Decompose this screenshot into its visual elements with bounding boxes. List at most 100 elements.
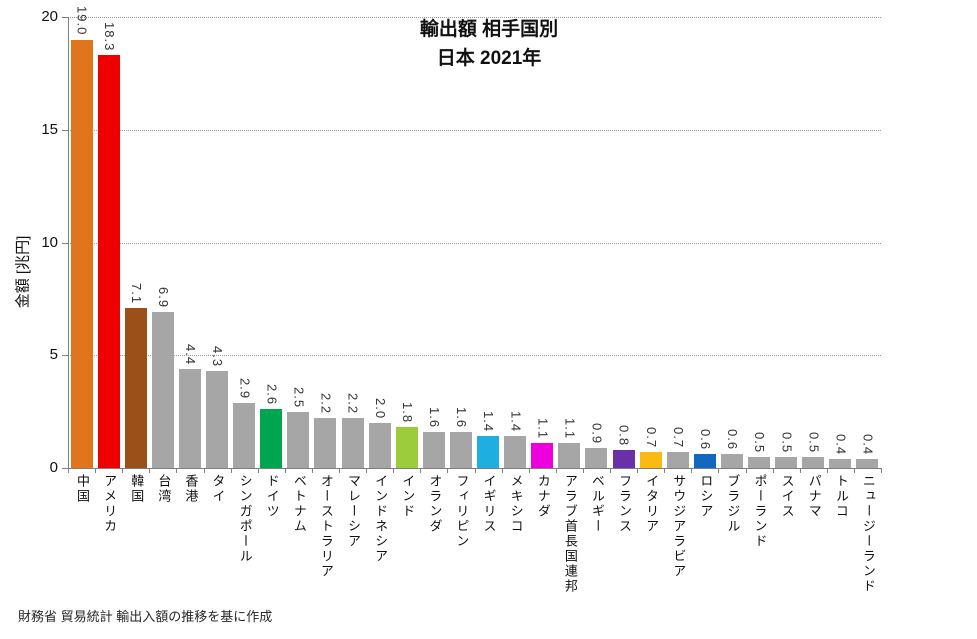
category-label: 台湾 xyxy=(156,474,172,504)
bar-value-label: 1.4 xyxy=(508,411,524,433)
bar xyxy=(206,371,229,468)
category-label: カナダ xyxy=(535,474,551,519)
source-note: 財務省 貿易統計 輸出入額の推移を基に作成 xyxy=(18,609,273,624)
x-tick-mark xyxy=(230,469,232,473)
x-tick-mark xyxy=(501,469,503,473)
x-tick-mark xyxy=(637,469,639,473)
category-label: ベトナム xyxy=(291,474,307,534)
category-label: マレーシア xyxy=(346,474,362,549)
bar xyxy=(449,431,472,468)
bar xyxy=(260,409,283,468)
bar xyxy=(531,443,554,468)
bar-value-label: 0.5 xyxy=(806,431,822,453)
bar xyxy=(829,458,852,468)
bar xyxy=(856,458,879,468)
y-axis-line xyxy=(68,17,69,468)
x-tick-mark xyxy=(718,469,720,473)
bar-value-label: 1.6 xyxy=(426,406,442,428)
bar-value-label: 7.1 xyxy=(128,282,144,304)
bar-value-label: 6.9 xyxy=(155,287,171,309)
category-label: ポーランド xyxy=(752,474,768,549)
x-tick-mark xyxy=(284,469,286,473)
y-tick-label: 5 xyxy=(49,346,58,364)
bar-value-label: 0.7 xyxy=(670,427,686,449)
bar-value-label: 0.8 xyxy=(616,424,632,446)
category-label: フランス xyxy=(617,474,633,534)
x-tick-mark xyxy=(881,469,882,473)
x-tick-mark xyxy=(799,469,801,473)
x-tick-mark xyxy=(745,469,747,473)
bar xyxy=(802,456,825,468)
bar-value-label: 0.9 xyxy=(589,422,605,444)
bar-value-label: 1.4 xyxy=(481,411,497,433)
bar-value-label: 1.8 xyxy=(399,402,415,424)
x-axis-line xyxy=(68,468,882,469)
bar xyxy=(368,422,391,468)
y-tick-label: 15 xyxy=(41,120,58,138)
bar-value-label: 1.6 xyxy=(454,406,470,428)
bar xyxy=(314,418,337,468)
bar xyxy=(395,427,418,468)
bar-value-label: 0.4 xyxy=(860,433,876,455)
bar-value-label: 0.6 xyxy=(725,429,741,451)
bar xyxy=(422,431,445,468)
y-tick-mark xyxy=(62,355,68,357)
bar xyxy=(612,449,635,468)
x-tick-mark xyxy=(122,469,124,473)
y-tick-mark xyxy=(62,17,68,18)
x-tick-mark xyxy=(555,469,557,473)
bar xyxy=(151,312,174,468)
bar-value-label: 1.1 xyxy=(562,418,578,440)
x-tick-mark xyxy=(447,469,449,473)
category-label: オランダ xyxy=(427,474,443,534)
gridline xyxy=(68,129,881,131)
bar xyxy=(693,454,716,468)
bar xyxy=(233,402,256,468)
x-tick-mark xyxy=(853,469,855,473)
category-label: ベルギー xyxy=(589,474,605,534)
category-label: インド xyxy=(400,474,416,519)
category-label: 中国 xyxy=(75,474,91,504)
category-label: ロシア xyxy=(698,474,714,519)
bar xyxy=(585,447,608,468)
bar xyxy=(558,443,581,468)
y-tick-label: 10 xyxy=(41,233,58,251)
bar-value-label: 4.4 xyxy=(183,343,199,365)
bar-value-label: 19.0 xyxy=(74,6,90,36)
x-tick-mark xyxy=(366,469,368,473)
category-label: アラブ首長国連邦 xyxy=(562,474,578,594)
category-label: イタリア xyxy=(644,474,660,534)
bar-value-label: 18.3 xyxy=(101,22,117,52)
x-tick-mark xyxy=(772,469,774,473)
x-tick-mark xyxy=(610,469,611,473)
category-label: ニュージーランド xyxy=(860,474,876,594)
x-tick-mark xyxy=(95,469,97,473)
category-label: イギリス xyxy=(481,474,497,534)
category-label: ブラジル xyxy=(725,474,741,534)
bar xyxy=(341,418,364,468)
x-tick-mark xyxy=(257,469,259,473)
bar xyxy=(70,39,93,468)
category-label: フィリピン xyxy=(454,474,470,549)
bar-value-label: 1.1 xyxy=(535,418,551,440)
x-tick-mark xyxy=(664,469,666,473)
category-label: アメリカ xyxy=(102,474,118,534)
bar xyxy=(477,436,500,468)
y-tick-label: 0 xyxy=(49,459,58,476)
x-tick-mark xyxy=(311,469,313,473)
bar-value-label: 0.6 xyxy=(697,429,713,451)
category-label: 香港 xyxy=(183,474,199,504)
gridline xyxy=(68,242,881,244)
y-tick-label: 20 xyxy=(41,8,58,25)
y-tick-mark xyxy=(62,129,68,131)
bar xyxy=(504,436,527,468)
category-label: ドイツ xyxy=(264,474,280,519)
bar-value-label: 4.3 xyxy=(210,345,226,368)
category-label: スイス xyxy=(779,474,795,519)
bar xyxy=(287,411,310,468)
bar-value-label: 2.6 xyxy=(264,384,280,406)
category-label: パナマ xyxy=(806,474,822,519)
chart-title-block: 輸出額 相手国別 日本 2021年 xyxy=(420,16,558,73)
bar xyxy=(666,452,689,468)
bar xyxy=(639,452,662,468)
